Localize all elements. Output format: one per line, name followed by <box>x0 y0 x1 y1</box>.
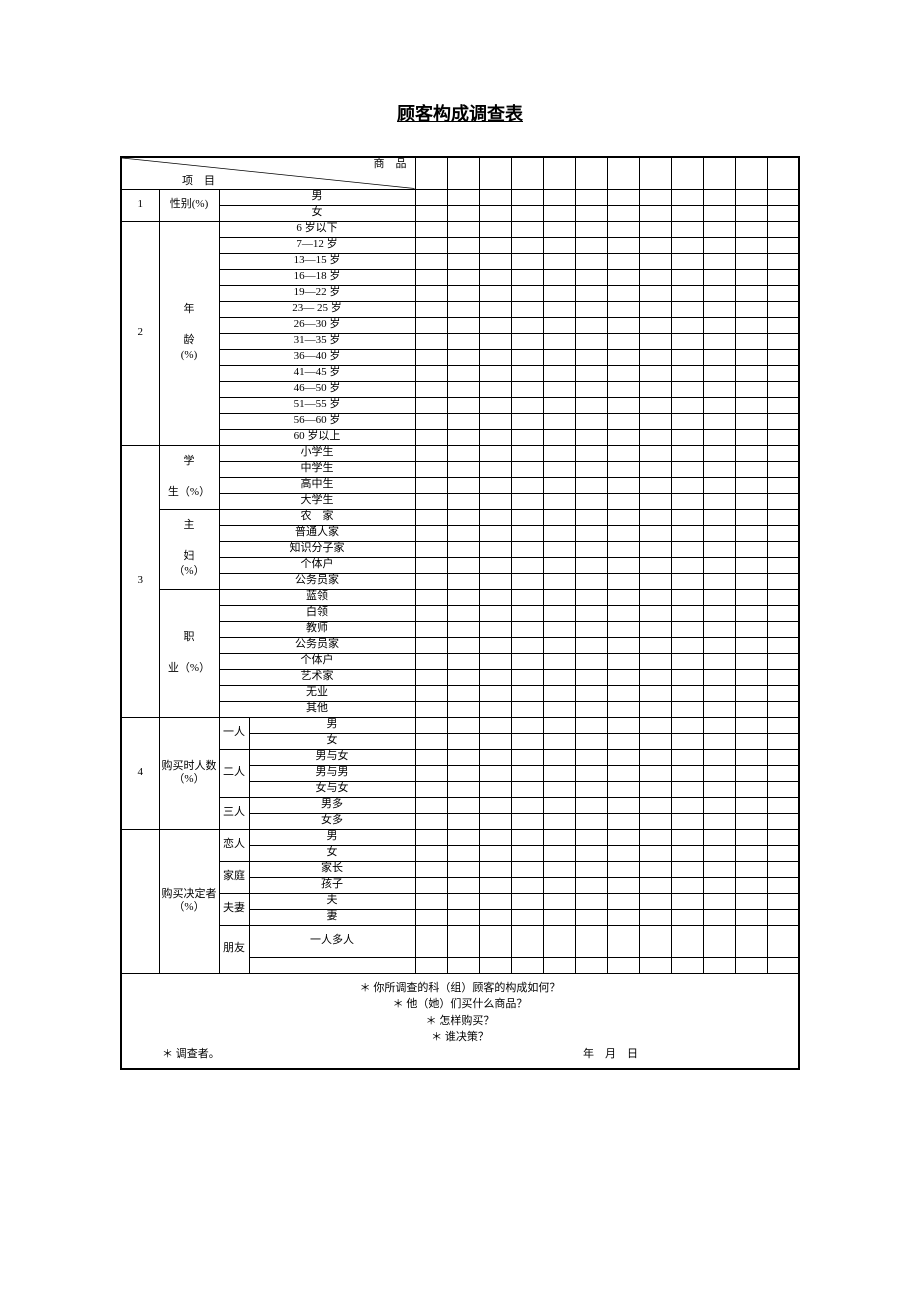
s4-sub: 一人 <box>219 717 249 749</box>
s3-row: 知识分子家 <box>219 541 415 557</box>
s3-row: 个体户 <box>219 653 415 669</box>
section-2-num: 2 <box>121 221 159 445</box>
footer-q2: ＊ 他（她）们买什么商品？ <box>122 996 798 1013</box>
header-bottom: 项 目 <box>182 175 215 188</box>
s5-sub: 家庭 <box>219 861 249 893</box>
s2-row: 41—45 岁 <box>219 365 415 381</box>
header-top: 商 品 <box>374 158 407 171</box>
s5-row <box>249 957 415 973</box>
s4-row: 男与女 <box>249 749 415 765</box>
s2-row: 51—55 岁 <box>219 397 415 413</box>
s4-sub: 三人 <box>219 797 249 829</box>
s2-row: 13—15 岁 <box>219 253 415 269</box>
s4-sub: 二人 <box>219 749 249 797</box>
s5-row: 男 <box>249 829 415 845</box>
s3-row: 无业 <box>219 685 415 701</box>
s1-row: 女 <box>219 205 415 221</box>
s2-row: 36—40 岁 <box>219 349 415 365</box>
s4-row: 男 <box>249 717 415 733</box>
s5-sub: 恋人 <box>219 829 249 861</box>
s3-row: 个体户 <box>219 557 415 573</box>
footer-signer: ＊ 调查者。 <box>162 1046 220 1063</box>
s3-row: 普通人家 <box>219 525 415 541</box>
s2-row: 60 岁以上 <box>219 429 415 445</box>
s2-row: 23— 25 岁 <box>219 301 415 317</box>
section-5-label: 购买决定者（%） <box>159 829 219 973</box>
s3-g2-label: 职业（%） <box>159 589 219 717</box>
s3-row: 农 家 <box>219 509 415 525</box>
s5-row: 妻 <box>249 909 415 925</box>
section-3-num: 3 <box>121 445 159 717</box>
s3-row: 艺术家 <box>219 669 415 685</box>
s5-row: 一人多人 <box>249 925 415 957</box>
s2-row: 56—60 岁 <box>219 413 415 429</box>
s4-row: 男与男 <box>249 765 415 781</box>
s3-g0-label: 学生（%） <box>159 445 219 509</box>
s3-row: 高中生 <box>219 477 415 493</box>
s1-row: 男 <box>219 189 415 205</box>
s2-row: 16—18 岁 <box>219 269 415 285</box>
s3-row: 教师 <box>219 621 415 637</box>
s4-row: 女与女 <box>249 781 415 797</box>
s4-row: 男多 <box>249 797 415 813</box>
footer-q3: ＊ 怎样购买？ <box>122 1013 798 1030</box>
s3-row: 其他 <box>219 701 415 717</box>
survey-table: 商 品 项 目 1 性别(%) 男 女 2 年 龄 (%) 6 岁以下 7—12… <box>120 156 800 1070</box>
s5-sub: 夫妻 <box>219 893 249 925</box>
s3-row: 公务员家 <box>219 573 415 589</box>
s2-row: 19—22 岁 <box>219 285 415 301</box>
s2-row: 31—35 岁 <box>219 333 415 349</box>
footer-q1: ＊ 你所调查的科（组）顾客的构成如何？ <box>122 980 798 997</box>
s5-row: 家长 <box>249 861 415 877</box>
s3-row: 大学生 <box>219 493 415 509</box>
footer-date: 年 月 日 <box>583 1046 638 1063</box>
s2-row: 46—50 岁 <box>219 381 415 397</box>
section-4-label: 购买时人数（%） <box>159 717 219 829</box>
s2-row: 7—12 岁 <box>219 237 415 253</box>
s3-row: 小学生 <box>219 445 415 461</box>
section-2-label: 年 龄 (%) <box>159 221 219 445</box>
s5-row: 女 <box>249 845 415 861</box>
s3-row: 公务员家 <box>219 637 415 653</box>
s5-row: 夫 <box>249 893 415 909</box>
footer-q4: ＊ 谁决策？ <box>122 1029 798 1046</box>
section-1-label: 性别(%) <box>159 189 219 221</box>
s2-row: 6 岁以下 <box>219 221 415 237</box>
page-title: 顾客构成调查表 <box>120 100 800 126</box>
s3-row: 白领 <box>219 605 415 621</box>
s4-row: 女多 <box>249 813 415 829</box>
section-5-num <box>121 829 159 973</box>
footer: ＊ 你所调查的科（组）顾客的构成如何？ ＊ 他（她）们买什么商品？ ＊ 怎样购买… <box>121 973 799 1069</box>
diagonal-header: 商 品 项 目 <box>121 157 415 189</box>
s5-row: 孩子 <box>249 877 415 893</box>
s2-row: 26—30 岁 <box>219 317 415 333</box>
s4-row: 女 <box>249 733 415 749</box>
section-4-num: 4 <box>121 717 159 829</box>
section-1-num: 1 <box>121 189 159 221</box>
s3-row: 中学生 <box>219 461 415 477</box>
s3-row: 蓝领 <box>219 589 415 605</box>
s5-sub: 朋友 <box>219 925 249 973</box>
s3-g1-label: 主妇（%） <box>159 509 219 589</box>
